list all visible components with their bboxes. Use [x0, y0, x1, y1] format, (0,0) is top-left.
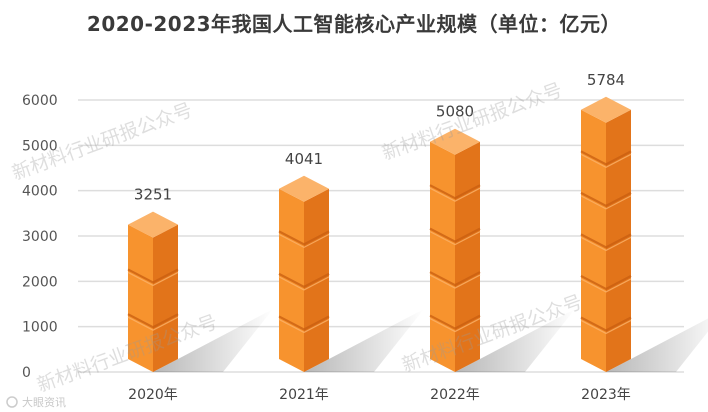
bar-seam-highlight: [580, 153, 632, 169]
bar-top-face: [279, 175, 329, 202]
x-tick-label: 2023年: [581, 387, 631, 403]
data-label: 4041: [285, 150, 323, 168]
bar-seam: [580, 191, 632, 208]
y-tick-label: 1000: [22, 320, 58, 336]
bar-seam: [429, 184, 481, 200]
source-logo-icon: [6, 396, 18, 408]
bar-seam-highlight: [278, 318, 330, 334]
bar-shadow: [153, 309, 273, 372]
bar-seam: [278, 315, 330, 331]
y-tick-label: 5000: [22, 138, 58, 154]
bar-front-face: [430, 141, 455, 372]
x-tick-label: 2022年: [430, 387, 480, 403]
bar-seam: [580, 233, 632, 249]
bar-seam: [429, 227, 481, 243]
x-tick-label: 2021年: [279, 387, 329, 403]
bar-seam: [429, 314, 481, 330]
bar-seam-highlight: [127, 271, 179, 287]
bar-seam-highlight: [580, 319, 632, 335]
bar-front-face: [128, 224, 153, 372]
label-layer: 0 1000 2000 3000 4000 5000 6000 3251 2020年 4041 20…: [22, 71, 631, 403]
bar-layer: [127, 96, 632, 373]
y-tick-label: 4000: [22, 184, 58, 200]
bar-side-face: [455, 141, 480, 372]
data-label: 3251: [134, 186, 172, 204]
x-tick-label: 2020年: [128, 387, 178, 403]
shadow-layer: [153, 309, 708, 372]
bar-top-face: [430, 128, 480, 155]
bar-shadow: [304, 309, 424, 372]
bar-seam: [127, 268, 179, 284]
y-tick-label: 0: [22, 365, 31, 381]
bar-top-face: [128, 211, 178, 238]
y-tick-label: 6000: [22, 93, 58, 109]
bar-seam-highlight: [429, 318, 481, 333]
bar: [429, 128, 481, 372]
bar-shadow: [606, 318, 708, 372]
bar: [278, 175, 330, 372]
bar: [127, 211, 179, 372]
bar-seam: [278, 272, 330, 289]
bar-seam: [278, 230, 330, 246]
bar-seam: [127, 313, 179, 329]
bar-seam-highlight: [580, 236, 632, 252]
bar: [580, 96, 632, 373]
bar-seam-highlight: [429, 231, 481, 246]
bar-seam-highlight: [580, 278, 632, 293]
source-mark: 大眼资讯: [6, 395, 66, 409]
chart-title: 2020-2023年我国人工智能核心产业规模（单位：亿元）: [86, 12, 622, 36]
bar-seam: [580, 316, 632, 332]
bar-seam: [580, 274, 632, 291]
bar-seam-highlight: [127, 316, 179, 331]
bar-seam: [429, 271, 481, 287]
bar-side-face: [153, 224, 178, 372]
bar-shadow: [455, 309, 575, 372]
bar-seam-highlight: [278, 233, 330, 249]
bar-top-face: [581, 96, 631, 123]
bar-seam-highlight: [278, 276, 330, 291]
y-tick-label: 2000: [22, 274, 58, 290]
bar-seam-highlight: [429, 274, 481, 289]
bar-seam-highlight: [429, 187, 481, 202]
data-label: 5080: [436, 103, 474, 121]
bar-seam-highlight: [580, 195, 632, 210]
y-tick-label: 3000: [22, 229, 58, 245]
source-text: 大眼资讯: [22, 395, 66, 409]
data-label: 5784: [587, 71, 625, 89]
bar-seam: [580, 150, 632, 166]
